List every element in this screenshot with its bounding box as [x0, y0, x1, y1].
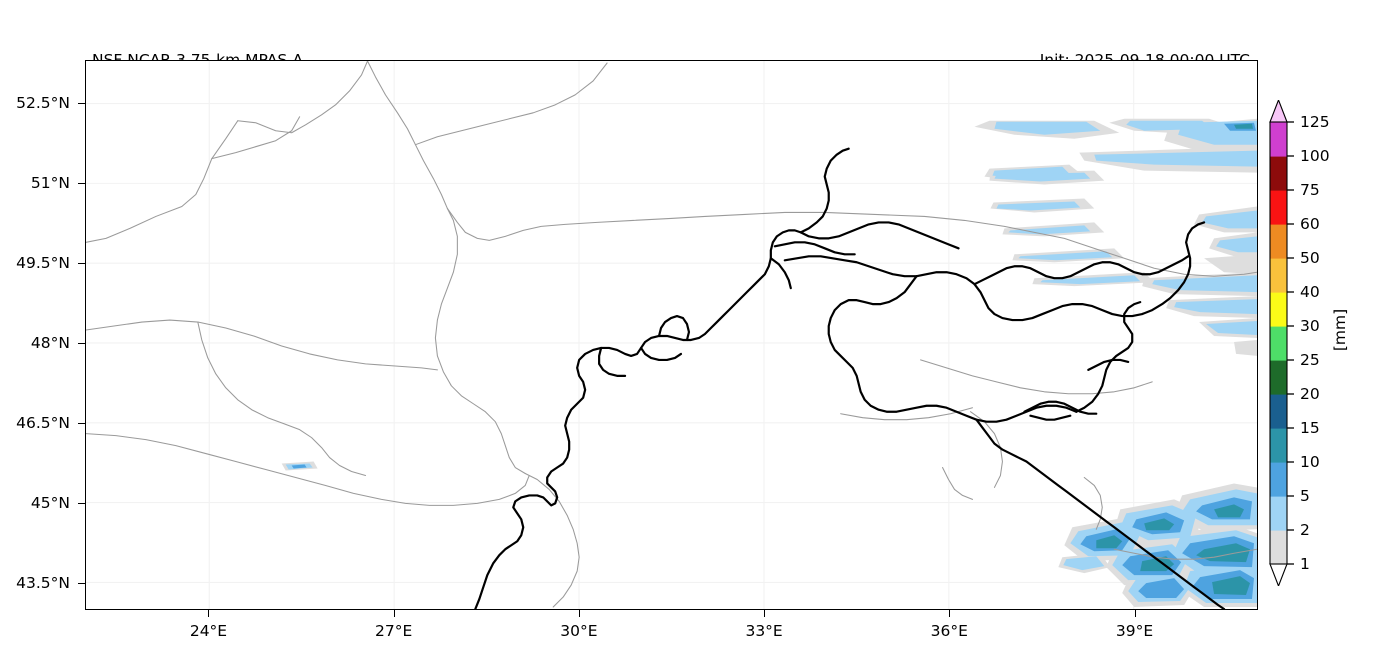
colorbar-units-label: [mm]	[1331, 308, 1349, 352]
lon-tick-label: 36°E	[930, 622, 968, 640]
colorbar-over-arrow	[1269, 100, 1288, 123]
map-plot-area[interactable]	[85, 60, 1258, 610]
colorbar[interactable]: 1 2 5 10 15 20 25 30 40 50 60 75 100 125	[1262, 100, 1330, 586]
colorbar-tick-label: 2	[1300, 521, 1310, 539]
colorbar-tick-label: 50	[1300, 249, 1320, 267]
colorbar-band	[1270, 224, 1287, 259]
colorbar-tick-label: 5	[1300, 487, 1310, 505]
colorbar-tick-label: 60	[1300, 215, 1320, 233]
lat-tick-label: 49.5°N	[16, 253, 70, 272]
lon-tick-mark	[208, 610, 210, 617]
colorbar-band	[1270, 326, 1287, 361]
lat-tick-label: 52.5°N	[16, 93, 70, 112]
lat-tick-label: 43.5°N	[16, 574, 70, 593]
colorbar-under-arrow	[1269, 563, 1288, 586]
colorbar-band	[1270, 292, 1287, 327]
lat-tick-mark	[78, 262, 85, 264]
colorbar-tick-label: 1	[1300, 555, 1310, 573]
lon-tick-mark	[949, 610, 951, 617]
colorbar-band	[1270, 258, 1287, 293]
colorbar-tick-label: 15	[1300, 419, 1320, 437]
colorbar-tick-label: 125	[1300, 113, 1330, 131]
colorbar-band	[1270, 496, 1287, 531]
lon-tick-mark	[393, 610, 395, 617]
lat-tick-mark	[78, 182, 85, 184]
colorbar-tick-label: 75	[1300, 181, 1320, 199]
colorbar-band	[1270, 428, 1287, 463]
latitude-axis: 43.5°N 45°N 46.5°N 48°N 49.5°N 51°N 52.5°N	[0, 0, 78, 660]
colorbar-tick-label: 40	[1300, 283, 1320, 301]
lon-tick-label: 33°E	[745, 622, 783, 640]
lat-tick-mark	[78, 102, 85, 104]
lat-tick-mark	[78, 503, 85, 505]
colorbar-tick-label: 10	[1300, 453, 1320, 471]
lon-tick-label: 30°E	[560, 622, 598, 640]
lon-tick-mark	[1134, 610, 1136, 617]
lat-tick-mark	[78, 583, 85, 585]
lat-tick-mark	[78, 423, 85, 425]
colorbar-tick-label: 25	[1300, 351, 1320, 369]
lon-tick-label: 27°E	[375, 622, 413, 640]
colorbar-band	[1270, 122, 1287, 157]
lat-tick-label: 51°N	[30, 173, 70, 192]
lon-tick-label: 39°E	[1115, 622, 1154, 640]
colorbar-outline	[1269, 121, 1288, 565]
colorbar-band	[1270, 190, 1287, 225]
lon-tick-label: 24°E	[189, 622, 228, 640]
colorbar-tick-label: 100	[1300, 147, 1330, 165]
colorbar-band	[1270, 394, 1287, 429]
lat-tick-label: 45°N	[30, 494, 70, 513]
colorbar-tick-label: 20	[1300, 385, 1320, 403]
lon-tick-mark	[764, 610, 766, 617]
colorbar-band	[1270, 360, 1287, 395]
lat-tick-label: 46.5°N	[16, 414, 70, 433]
lon-tick-mark	[578, 610, 580, 617]
lat-tick-mark	[78, 343, 85, 344]
colorbar-band	[1270, 462, 1287, 497]
colorbar-tick-label: 30	[1300, 317, 1320, 335]
colorbar-band	[1270, 156, 1287, 191]
lat-tick-label: 48°N	[30, 334, 70, 352]
colorbar-band	[1270, 530, 1287, 565]
